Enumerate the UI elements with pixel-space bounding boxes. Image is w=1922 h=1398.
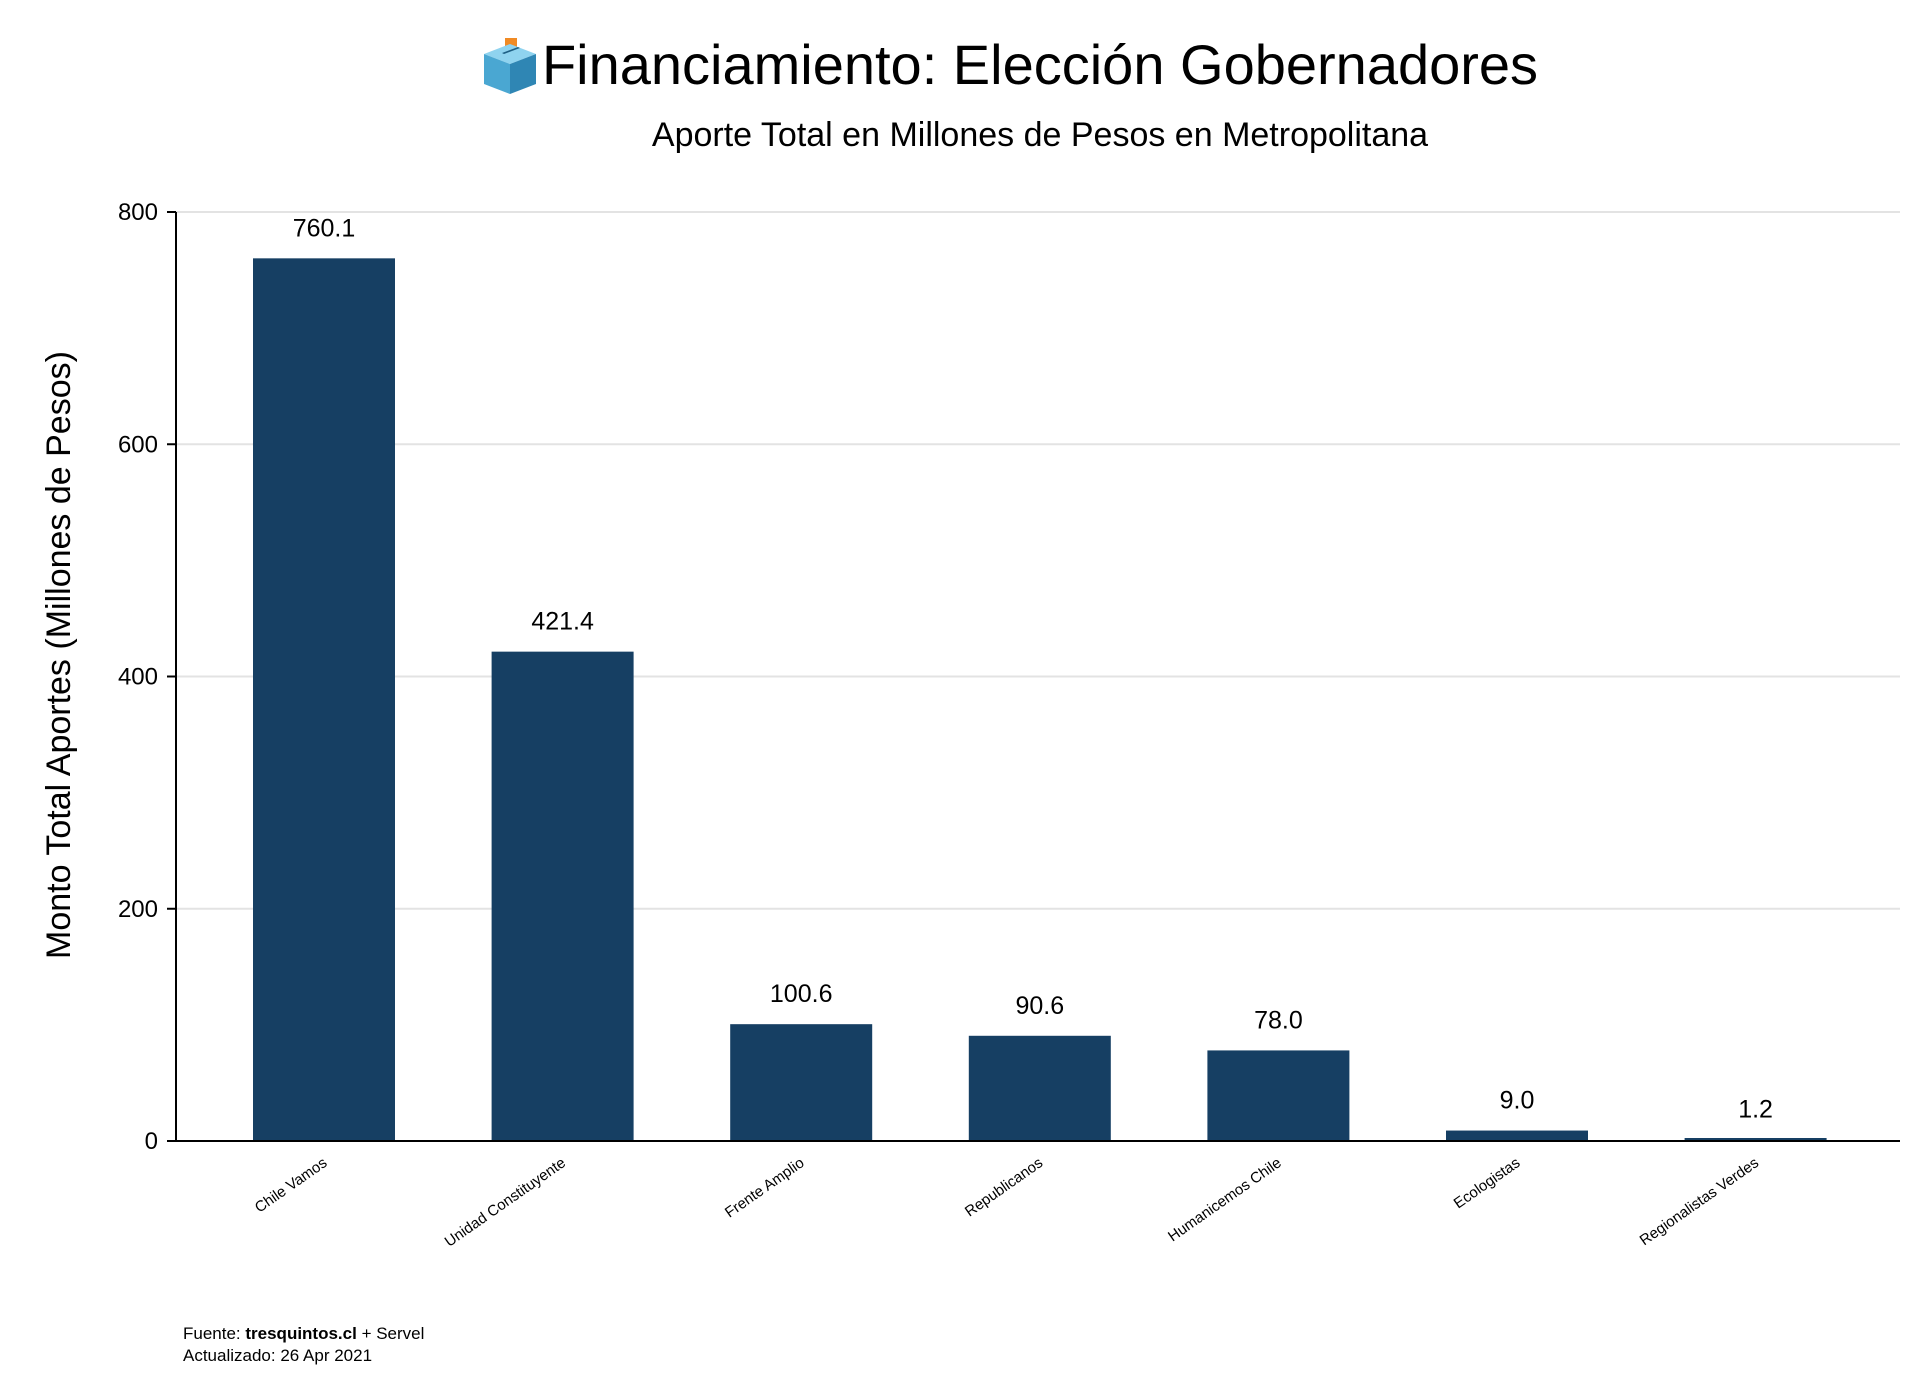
bar bbox=[1207, 1050, 1350, 1141]
value-label: 100.6 bbox=[770, 980, 833, 1008]
value-label: 1.2 bbox=[1738, 1096, 1773, 1124]
bar bbox=[1684, 1138, 1827, 1141]
bar bbox=[1446, 1130, 1588, 1141]
title-group: Financiamiento: Elección Gobernadores bbox=[484, 33, 1538, 96]
bars bbox=[253, 258, 1827, 1141]
source-prefix: Fuente: bbox=[183, 1324, 245, 1343]
ballot-box-icon bbox=[484, 38, 536, 94]
value-labels: 760.1 421.4 100.6 90.6 78.0 9.0 1.2 bbox=[293, 214, 1773, 1123]
source-suffix: + Servel bbox=[357, 1324, 425, 1343]
source-site: tresquintos.cl bbox=[245, 1324, 356, 1343]
y-axis-label: Monto Total Aportes (Millones de Pesos) bbox=[40, 351, 78, 959]
x-tick-label: Chile Vamos bbox=[252, 1154, 330, 1216]
y-tick-label: 400 bbox=[118, 664, 158, 691]
bar bbox=[730, 1024, 873, 1141]
y-tick-label: 0 bbox=[145, 1128, 158, 1155]
x-tick-label: Republicanos bbox=[962, 1154, 1046, 1220]
bar bbox=[491, 651, 634, 1141]
x-tick-label: Unidad Constituyente bbox=[442, 1154, 569, 1250]
chart-title: Financiamiento: Elección Gobernadores bbox=[542, 33, 1538, 96]
x-ticks: Chile Vamos Unidad Constituyente Frente Am… bbox=[252, 1154, 1762, 1250]
y-tick-label: 800 bbox=[118, 199, 158, 226]
value-label: 90.6 bbox=[1015, 992, 1064, 1020]
x-tick-label: Regionalistas Verdes bbox=[1637, 1154, 1762, 1249]
value-label: 78.0 bbox=[1254, 1006, 1303, 1034]
x-tick-label: Ecologistas bbox=[1451, 1154, 1524, 1212]
y-tick-label: 200 bbox=[118, 896, 158, 923]
source-note: Fuente: tresquintos.cl + Servel bbox=[183, 1324, 424, 1343]
x-tick-label: Frente Amplio bbox=[722, 1154, 808, 1221]
x-tick-label: Humanicemos Chile bbox=[1165, 1154, 1285, 1245]
value-label: 760.1 bbox=[293, 214, 356, 242]
bar bbox=[253, 258, 395, 1141]
y-ticks: 0 200 400 600 800 bbox=[118, 199, 176, 1155]
y-tick-label: 600 bbox=[118, 431, 158, 458]
value-label: 9.0 bbox=[1500, 1087, 1535, 1115]
updated-note: Actualizado: 26 Apr 2021 bbox=[183, 1346, 372, 1365]
value-label: 421.4 bbox=[531, 608, 594, 636]
bar bbox=[968, 1035, 1111, 1141]
grid-lines bbox=[176, 211, 1900, 910]
chart-subtitle: Aporte Total en Millones de Pesos en Met… bbox=[652, 116, 1428, 154]
